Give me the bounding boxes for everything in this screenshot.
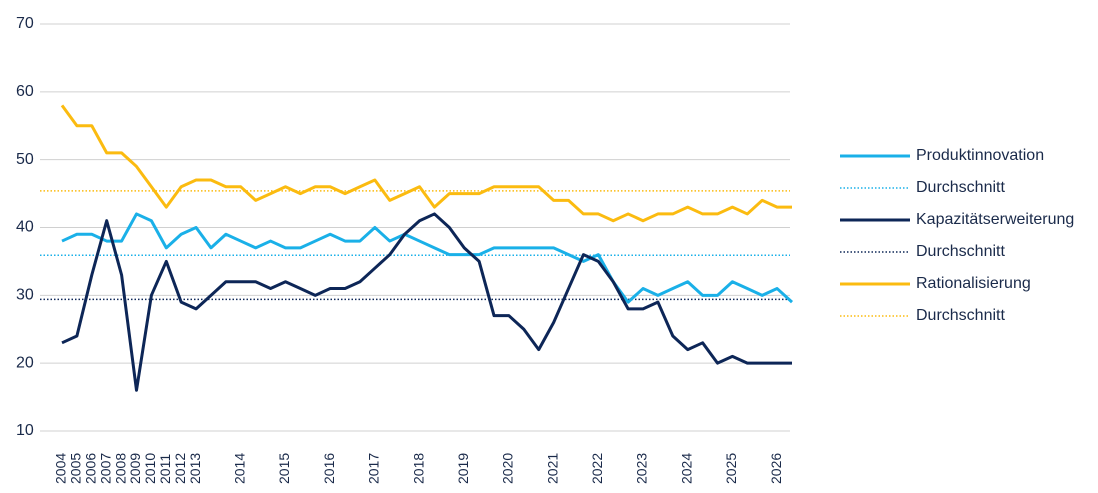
x-tick-label: 2016 [321, 453, 337, 484]
legend-label: Kapazitätserweiterung [916, 211, 1074, 228]
series-line [61, 212, 792, 392]
x-tick-label: 2015 [276, 453, 292, 484]
legend-label: Durchschnitt [916, 307, 1005, 324]
legend-label: Rationalisierung [916, 275, 1031, 292]
y-tick-label: 60 [16, 83, 34, 100]
x-tick-label: 2019 [455, 453, 471, 484]
y-tick-label: 70 [16, 15, 34, 32]
x-tick-label: 2020 [500, 453, 516, 484]
x-tick-label: 2018 [410, 453, 426, 484]
x-tick-label: 2026 [768, 453, 784, 484]
x-tick-label: 2011 [157, 454, 173, 484]
x-tick-label: 2017 [366, 453, 382, 484]
x-tick-label: 2006 [82, 453, 98, 484]
y-tick-label: 50 [16, 151, 34, 168]
legend-label: Produktinnovation [916, 147, 1044, 164]
x-tick-label: 2021 [544, 453, 560, 484]
y-tick-label: 40 [16, 219, 34, 236]
y-tick-label: 30 [16, 287, 34, 304]
series-line [61, 212, 794, 304]
x-tick-label: 2013 [187, 453, 203, 484]
x-tick-label: 2005 [68, 453, 84, 484]
x-tick-label: 2007 [97, 453, 113, 484]
y-tick-label: 20 [16, 354, 34, 371]
x-tick-label: 2009 [127, 453, 143, 484]
x-tick-label: 2014 [231, 453, 247, 484]
legend-label: Durchschnitt [916, 179, 1005, 196]
legend-label: Durchschnitt [916, 243, 1005, 260]
x-tick-label: 2023 [634, 453, 650, 484]
x-tick-label: 2024 [678, 453, 694, 484]
x-tick-label: 2012 [172, 453, 188, 484]
x-tick-label: 2008 [112, 453, 128, 484]
x-tick-label: 2010 [142, 453, 158, 484]
y-tick-label: 10 [16, 422, 34, 439]
x-tick-label: 2025 [723, 453, 739, 484]
x-tick-label: 2004 [53, 453, 69, 484]
series-line [60, 104, 792, 223]
x-tick-label: 2022 [589, 453, 605, 484]
